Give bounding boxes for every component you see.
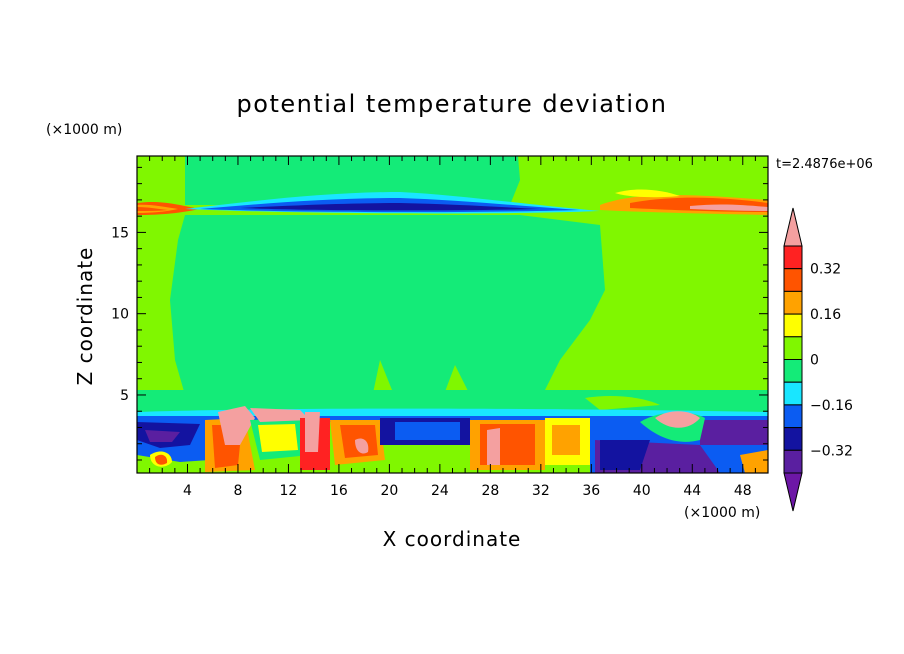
colorbar-bin <box>783 381 803 406</box>
colorbar-bin <box>783 268 803 292</box>
y-tick-label: 5 <box>120 388 129 404</box>
chart-title: potential temperature deviation <box>237 90 668 118</box>
tick-marks <box>137 156 768 473</box>
colorbar-under-triangle <box>783 472 803 512</box>
x-tick-label: 44 <box>683 483 701 499</box>
x-tick-label: 12 <box>280 483 298 499</box>
x-tick-label: 16 <box>330 483 348 499</box>
x-axis-unit: (×1000 m) <box>684 505 760 521</box>
colorbar-label: 0.16 <box>810 307 841 323</box>
x-tick-label: 4 <box>183 483 192 499</box>
x-tick-label: 36 <box>582 483 600 499</box>
x-tick-labels: 4 8 12 16 20 24 28 32 36 40 44 48 <box>183 483 752 499</box>
time-label: t=2.4876e+06 <box>776 157 873 172</box>
y-tick-label: 15 <box>111 225 129 241</box>
y-axis-unit: (×1000 m) <box>46 122 122 138</box>
colorbar-label: −0.32 <box>810 443 853 459</box>
colorbar-label: −0.16 <box>810 398 853 414</box>
colorbar-bin <box>783 313 803 338</box>
x-tick-label: 8 <box>233 483 242 499</box>
colorbar-bin <box>783 245 803 270</box>
x-axis-title: X coordinate <box>383 527 522 551</box>
x-tick-label: 24 <box>431 483 449 499</box>
colorbar-bin <box>783 449 803 474</box>
colorbar-bin <box>783 427 803 451</box>
x-tick-label: 32 <box>532 483 550 499</box>
colorbar-bin <box>783 290 803 315</box>
y-tick-labels: 5 10 15 <box>111 225 129 404</box>
contour-field <box>137 156 768 473</box>
colorbar-over-triangle <box>783 207 803 247</box>
x-tick-label: 40 <box>633 483 651 499</box>
y-axis-title: Z coordinate <box>73 247 97 386</box>
x-tick-label: 20 <box>380 483 398 499</box>
colorbar-bin <box>783 336 803 360</box>
x-tick-label: 48 <box>734 483 752 499</box>
colorbar: 0.32 0.16 0 −0.16 −0.32 <box>783 207 853 512</box>
colorbar-label: 0 <box>810 353 819 369</box>
y-tick-label: 10 <box>111 307 129 323</box>
colorbar-bin <box>783 359 803 383</box>
x-tick-label: 28 <box>481 483 499 499</box>
colorbar-bin <box>783 404 803 429</box>
colorbar-label: 0.32 <box>810 262 841 278</box>
